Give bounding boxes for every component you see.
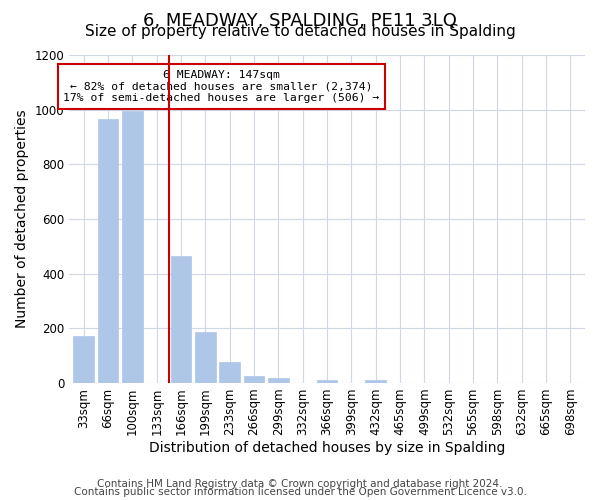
Bar <box>98 119 118 383</box>
Text: Size of property relative to detached houses in Spalding: Size of property relative to detached ho… <box>85 24 515 39</box>
Text: Contains public sector information licensed under the Open Government Licence v3: Contains public sector information licen… <box>74 487 526 497</box>
Text: 6, MEADWAY, SPALDING, PE11 3LQ: 6, MEADWAY, SPALDING, PE11 3LQ <box>143 12 457 30</box>
Bar <box>195 332 216 383</box>
Bar <box>122 111 143 383</box>
Bar <box>244 376 265 383</box>
Text: 6 MEADWAY: 147sqm
← 82% of detached houses are smaller (2,374)
17% of semi-detac: 6 MEADWAY: 147sqm ← 82% of detached hous… <box>63 70 379 103</box>
Bar <box>220 362 240 383</box>
Bar <box>317 380 337 383</box>
Text: Contains HM Land Registry data © Crown copyright and database right 2024.: Contains HM Land Registry data © Crown c… <box>97 479 503 489</box>
Bar <box>73 336 94 383</box>
X-axis label: Distribution of detached houses by size in Spalding: Distribution of detached houses by size … <box>149 441 505 455</box>
Y-axis label: Number of detached properties: Number of detached properties <box>15 110 29 328</box>
Bar <box>171 256 191 383</box>
Bar <box>365 380 386 383</box>
Bar <box>268 378 289 383</box>
